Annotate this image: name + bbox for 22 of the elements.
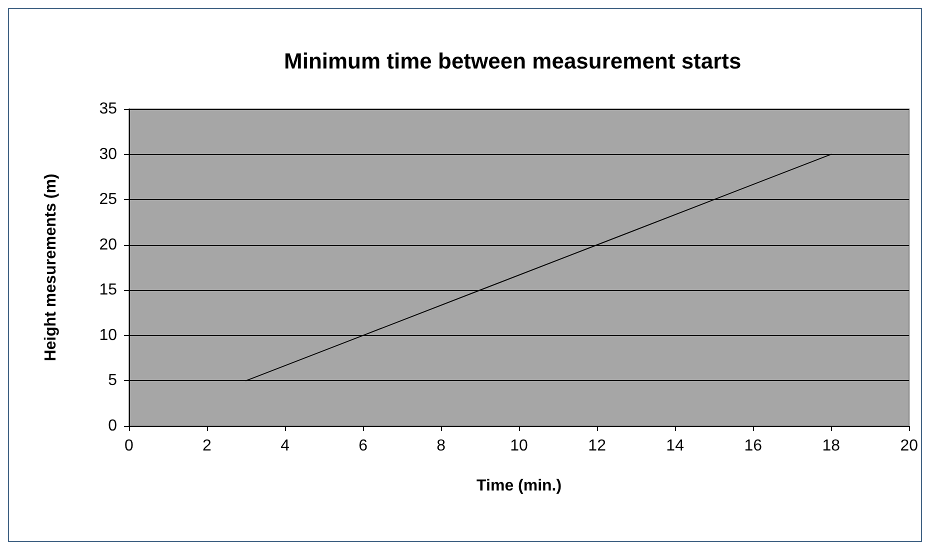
x-axis-title: Time (min.) — [476, 478, 562, 494]
x-tick-label: 18 — [822, 438, 840, 454]
x-tick-label: 20 — [900, 438, 918, 454]
x-tick-label: 8 — [436, 438, 446, 454]
y-tick-label: 35 — [99, 100, 118, 118]
y-tick-label: 0 — [108, 418, 118, 434]
x-tick-label: 14 — [666, 438, 684, 454]
x-tick-label: 0 — [124, 438, 134, 454]
y-tick-label: 30 — [99, 146, 118, 163]
chart-title: Minimum time between measurement starts — [284, 48, 742, 74]
x-tick-label: 12 — [588, 438, 606, 454]
x-tick-label: 2 — [202, 438, 212, 454]
y-tick-label: 15 — [99, 282, 118, 299]
y-tick-label: 25 — [99, 191, 118, 208]
y-tick-label: 5 — [108, 372, 118, 390]
y-tick-label: 20 — [99, 236, 118, 254]
x-tick-label: 4 — [280, 438, 290, 454]
x-tick-label: 10 — [510, 438, 528, 454]
y-tick-label: 10 — [99, 326, 118, 344]
y-axis-title: Height mesurements (m) — [42, 174, 60, 362]
x-tick-label: 6 — [358, 438, 368, 454]
x-tick-label: 16 — [744, 438, 762, 454]
